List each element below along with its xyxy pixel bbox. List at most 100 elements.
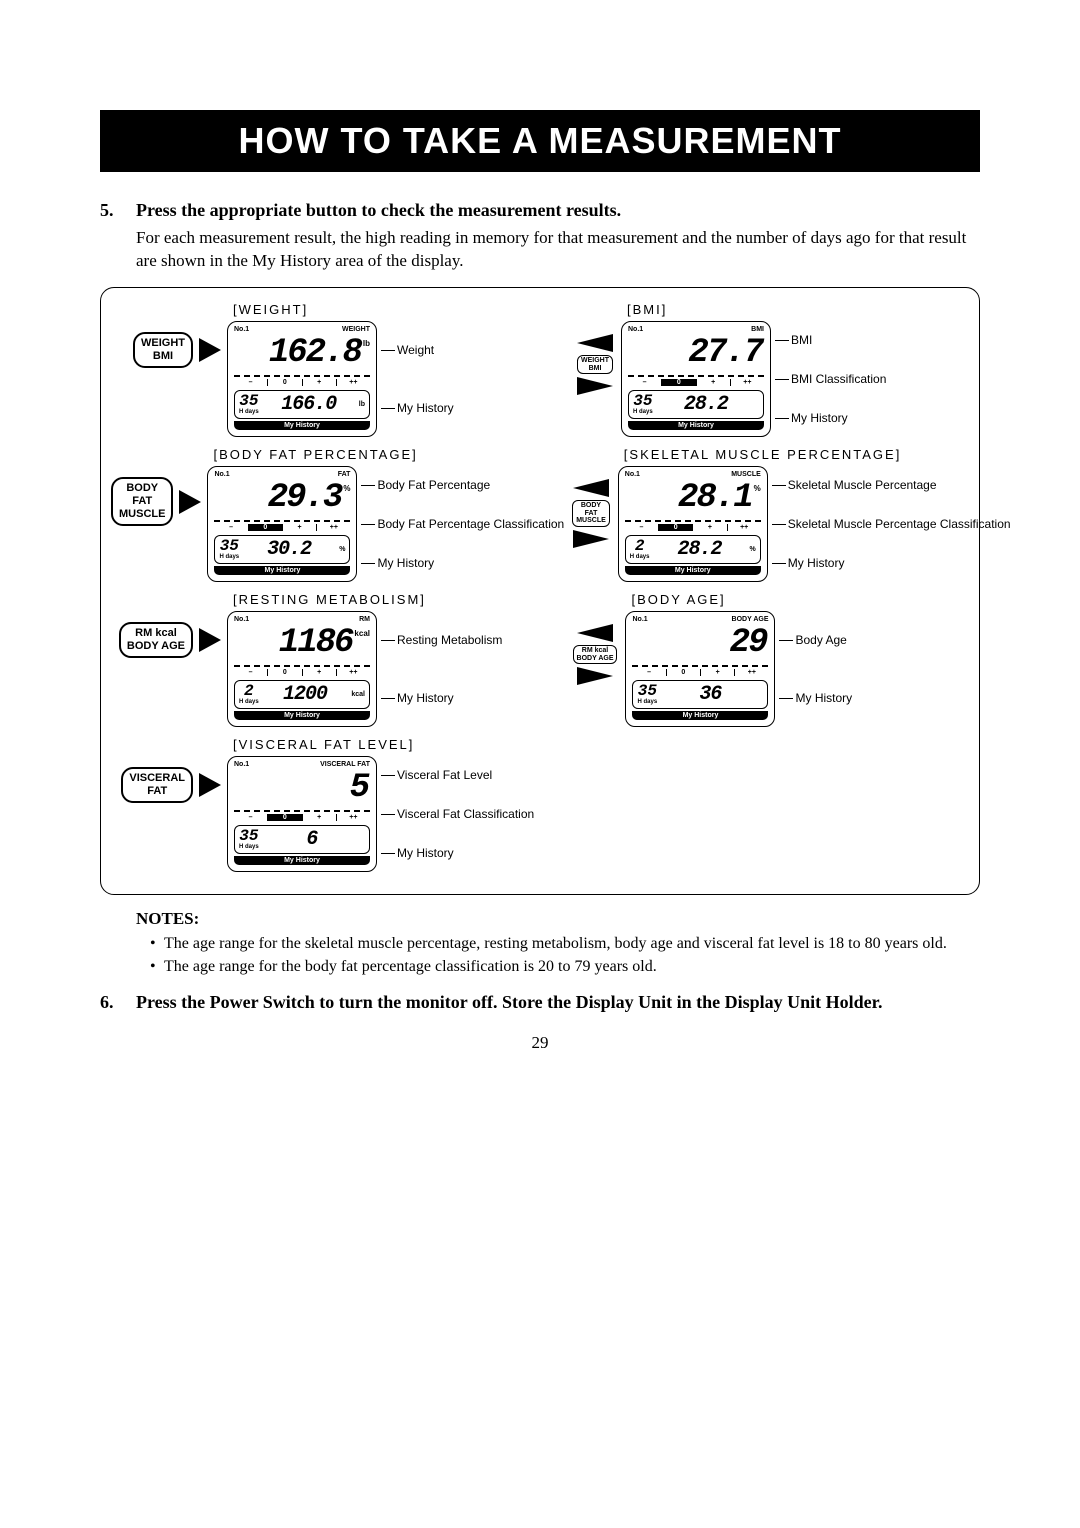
history-box: 35 H days 36 [632, 680, 768, 709]
device-button[interactable]: WEIGHTBMI [133, 332, 193, 368]
toggle-arrows: BODY FATMUSCLE [570, 447, 612, 548]
arrow-right-icon [179, 490, 201, 514]
profile-indicator: No.1 [625, 471, 640, 478]
my-history-badge: My History [632, 711, 768, 720]
my-history-badge: My History [628, 421, 764, 430]
history-box: 35 H days 30.2 % [214, 535, 350, 564]
measurement-row: WEIGHTBMI [WEIGHT] No.1 WEIGHT 162.8 lb … [111, 302, 969, 437]
my-history-badge: My History [625, 566, 761, 575]
step-5-number: 5. [100, 200, 136, 221]
callout: My History [361, 556, 564, 570]
history-value: 1200 [283, 683, 327, 706]
step-6-title: Press the Power Switch to turn the monit… [136, 992, 980, 1013]
lcd-display: No.1 WEIGHT 162.8 lb –0+++ 35 H days 166… [227, 321, 377, 437]
mode-label: VISCERAL FAT [320, 761, 370, 768]
profile-indicator: No.1 [632, 616, 647, 623]
main-reading: 28.1 [678, 481, 752, 515]
profile-indicator: No.1 [234, 761, 249, 768]
my-history-badge: My History [214, 566, 350, 575]
callout: Body Age [779, 633, 852, 647]
history-unit: % [750, 546, 756, 553]
my-history-badge: My History [234, 711, 370, 720]
profile-indicator: No.1 [234, 616, 249, 623]
main-reading: 162.8 [269, 336, 361, 370]
arrow-right-icon [199, 773, 221, 797]
history-days-label: H days [239, 699, 259, 705]
history-box: 35 H days 6 [234, 825, 370, 854]
callout: Body Fat Percentage [361, 478, 564, 492]
classification-bar: –0+++ [214, 520, 350, 531]
lcd-display: No.1 BODY AGE 29 –0+++ 35 H days 36 My H… [625, 611, 775, 727]
callout: BMI [775, 333, 886, 347]
notes-heading: NOTES: [136, 909, 980, 929]
mode-label: BODY AGE [732, 616, 769, 623]
history-days-label: H days [219, 554, 239, 560]
section-header: [BODY AGE] [631, 592, 963, 607]
lcd-display: No.1 RM 1186 kcal –0+++ 2 H days 1200 kc… [227, 611, 377, 727]
history-days: 35 [633, 394, 652, 408]
history-days: 35 [220, 539, 239, 553]
history-days: 2 [244, 684, 254, 698]
history-value: 36 [699, 683, 721, 706]
page-number: 29 [100, 1033, 980, 1053]
measurement-row: VISCERALFAT [VISCERAL FAT LEVEL] No.1 VI… [111, 737, 969, 872]
mode-label: FAT [338, 471, 351, 478]
arrow-left-icon [577, 334, 613, 352]
callout: My History [381, 846, 534, 860]
history-days-label: H days [633, 409, 653, 415]
note-item: The age range for the body fat percentag… [150, 956, 980, 978]
measurement-row: RM kcalBODY AGE [RESTING METABOLISM] No.… [111, 592, 969, 727]
lcd-display: No.1 VISCERAL FAT 5 –0+++ 35 H days 6 My… [227, 756, 377, 872]
classification-bar: –0+++ [632, 665, 768, 676]
step-5-description: For each measurement result, the high re… [136, 227, 980, 273]
arrow-right-icon [577, 667, 613, 685]
history-days-label: H days [630, 554, 650, 560]
measurement-diagram: WEIGHTBMI [WEIGHT] No.1 WEIGHT 162.8 lb … [100, 287, 980, 895]
classification-bar: –0+++ [234, 375, 370, 386]
callout: Skeletal Muscle Percentage Classificatio… [772, 517, 1011, 531]
main-unit: lb [363, 339, 370, 348]
callout: Body Fat Percentage Classification [361, 517, 564, 531]
step-5: 5. Press the appropriate button to check… [100, 200, 980, 221]
section-header: [WEIGHT] [233, 302, 569, 317]
device-button[interactable]: RM kcalBODY AGE [119, 622, 193, 658]
toggle-badge: BODY FATMUSCLE [572, 500, 610, 527]
arrow-left-icon [573, 479, 609, 497]
main-unit: % [343, 484, 350, 493]
step-6: 6. Press the Power Switch to turn the mo… [100, 992, 980, 1013]
arrow-right-icon [199, 628, 221, 652]
callout: My History [381, 401, 454, 415]
step-6-number: 6. [100, 992, 136, 1013]
device-button[interactable]: BODY FATMUSCLE [111, 477, 173, 527]
toggle-badge: RM kcalBODY AGE [573, 645, 618, 664]
page-title-banner: HOW TO TAKE A MEASUREMENT [100, 110, 980, 172]
callout: Visceral Fat Level [381, 768, 534, 782]
callout: My History [381, 691, 502, 705]
profile-indicator: No.1 [214, 471, 229, 478]
classification-bar: –0+++ [628, 375, 764, 386]
callout-labels: Body Fat Percentage Body Fat Percentage C… [357, 466, 564, 582]
measurement-row: BODY FATMUSCLE [BODY FAT PERCENTAGE] No.… [111, 447, 969, 582]
callout-labels: WeightMy History [377, 321, 454, 437]
step-5-title: Press the appropriate button to check th… [136, 200, 980, 221]
callout-labels: Body AgeMy History [775, 611, 852, 727]
history-box: 2 H days 1200 kcal [234, 680, 370, 709]
classification-bar: –0+++ [234, 810, 370, 821]
history-days: 35 [638, 684, 657, 698]
section-header: [VISCERAL FAT LEVEL] [233, 737, 589, 752]
section-header: [RESTING METABOLISM] [233, 592, 565, 607]
main-reading: 5 [350, 771, 368, 805]
device-button[interactable]: VISCERALFAT [121, 767, 193, 803]
mode-label: WEIGHT [342, 326, 370, 333]
history-value: 30.2 [267, 538, 311, 561]
mode-label: BMI [751, 326, 764, 333]
arrow-right-icon [199, 338, 221, 362]
main-reading: 29.3 [268, 481, 342, 515]
history-unit: % [339, 546, 345, 553]
callout-labels: Visceral Fat LevelVisceral Fat Classific… [377, 756, 534, 872]
arrow-right-icon [573, 530, 609, 548]
history-days: 2 [635, 539, 645, 553]
profile-indicator: No.1 [628, 326, 643, 333]
arrow-left-icon [577, 624, 613, 642]
history-unit: lb [359, 401, 365, 408]
